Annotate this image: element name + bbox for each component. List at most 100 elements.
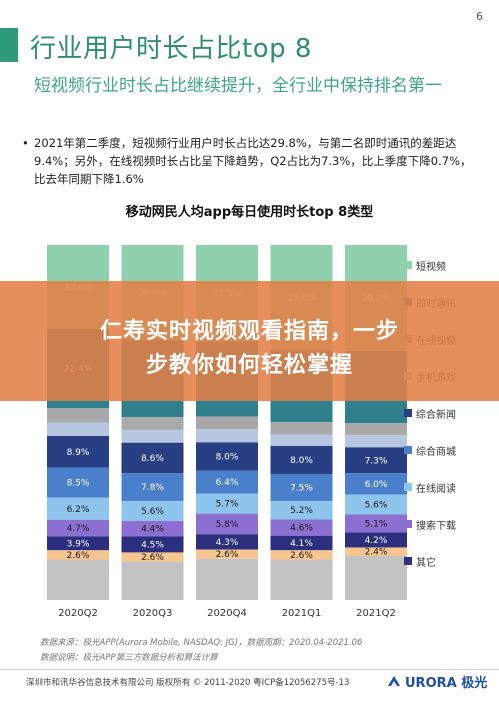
data-label-2021Q2-s5: 6.0% [365,480,388,490]
bullet-paragraph: 2021年第二季度，短视频行业用户时长占比达29.8%，与第二名即时通讯的差距达… [22,134,474,188]
data-label-2020Q3-s6: 5.6% [141,507,164,517]
data-label-2021Q1-s9: 2.6% [290,551,313,561]
data-label-2021Q1-s6: 5.2% [290,506,313,516]
x-tick-label-2020Q3: 2020Q3 [133,608,173,619]
legend-label: 综合商城 [416,447,456,458]
bar-segment-2021Q1-s10 [270,559,333,600]
data-label-2020Q2-s4: 8.9% [67,448,90,458]
page-title: 行业用户时长占比top 8 [30,34,312,64]
bar-segment-2021Q2-s7 [345,514,407,533]
source-line-1: 数据来源：极光APP(Aurora Mobile, NASDAQ: JG)，数据… [40,638,363,648]
source-line-2: 数据说明：极光APP第三方数据分析和算法计算 [40,653,218,663]
bar-segment-2020Q4-s4 [196,442,258,471]
x-tick-label-2021Q2: 2021Q2 [356,608,396,619]
data-label-2021Q2-s4: 7.3% [365,456,388,466]
x-tick-label-2020Q4: 2020Q4 [207,608,247,619]
data-label-2021Q2-s6: 5.6% [365,501,388,511]
bar-segment-2020Q3-s10 [121,561,184,600]
x-tick-label-2020Q2: 2020Q2 [58,608,98,619]
overlay-banner: 仁寿实时视频观看指南，一步 步教你如何轻松掌握 [0,281,499,401]
data-label-2020Q2-s6: 6.2% [67,505,90,515]
data-label-2021Q2-s7: 5.1% [365,519,388,529]
legend-label: 搜索下载 [416,521,456,532]
data-label-2020Q4-s7: 5.8% [216,520,239,530]
bar-segment-2020Q2-s6 [47,497,109,520]
data-source-note: 数据来源：极光APP(Aurora Mobile, NASDAQ: JG)，数据… [40,636,460,666]
data-label-2020Q2-s8: 3.9% [67,539,90,549]
data-label-2021Q2-s9: 2.4% [365,548,388,558]
data-label-2021Q1-s5: 7.5% [290,484,313,494]
bar-segment-2020Q2-s8 [47,536,109,551]
bar-segment-2020Q2-s5 [47,467,109,498]
bar-segment-2020Q3-s5 [121,473,184,501]
bar-segment-2020Q4-s2 [196,416,258,430]
bar-segment-2020Q4-s8 [196,534,258,550]
aurora-mark-icon [388,676,400,686]
bar-segment-2020Q3-s9 [121,552,184,562]
footer-divider [0,669,499,670]
data-label-2020Q2-s9: 2.6% [67,551,90,561]
chart-title: 移动网民人均app每日使用时长top 8类型 [125,205,374,220]
legend-swatch [404,446,412,454]
page-subtitle: 短视频行业时长占比继续提升，全行业中保持排名第一 [34,76,442,96]
bar-segment-2020Q4-s6 [196,493,258,514]
bar-segment-2020Q2-s2 [47,408,109,423]
bar-segment-2020Q2-s4 [47,435,109,468]
bar-segment-2020Q2-s9 [47,550,109,560]
legend-swatch [404,409,412,417]
bar-segment-2020Q4-s5 [196,470,258,494]
legend-swatch [404,483,412,491]
bar-segment-2020Q3-s4 [121,442,184,474]
bar-segment-2020Q2-s3 [47,422,109,436]
data-label-2021Q1-s4: 8.0% [290,456,313,466]
data-label-2020Q3-s4: 8.6% [141,454,164,464]
data-label-2021Q2-s8: 4.2% [365,536,388,546]
footer-copyright: 深圳市和讯华谷信息技术有限公司 版权所有 © 2011-2020 粤ICP备12… [26,678,350,688]
bar-segment-2020Q2-s7 [47,519,109,537]
bar-segment-2020Q3-s6 [121,500,184,521]
bar-segment-2021Q1-s6 [270,500,333,520]
bar-segment-2021Q1-s4 [270,445,333,475]
data-label-2020Q2-s7: 4.7% [67,524,90,534]
bar-segment-2021Q1-s8 [270,535,333,551]
bar-segment-2021Q2-s8 [345,532,407,548]
bar-segment-2020Q4-s7 [196,513,258,535]
aurora-logo: URORA 极光 [387,672,487,691]
bar-segment-2020Q4-s10 [196,558,258,600]
bar-segment-2021Q2-s10 [345,555,407,600]
bar-segment-2021Q1-s5 [270,474,333,501]
bar-segment-2021Q1-s2 [270,422,333,435]
bar-segment-2021Q1-s9 [270,550,333,560]
data-label-2020Q4-s6: 5.7% [216,500,239,510]
bar-segment-2020Q3-s2 [121,417,184,430]
legend-swatch [404,261,412,269]
data-label-2020Q3-s9: 2.6% [141,553,164,563]
legend-swatch [404,520,412,528]
data-label-2021Q1-s8: 4.1% [290,539,313,549]
bar-segment-2020Q2-s10 [47,559,109,600]
data-label-2020Q3-s5: 7.8% [141,483,164,493]
bar-segment-2021Q2-s3 [345,435,407,448]
bar-segment-2021Q2-s9 [345,547,407,556]
data-label-2020Q3-s7: 4.4% [141,525,164,535]
data-label-2020Q4-s5: 6.4% [216,478,239,488]
bar-segment-2020Q3-s8 [121,536,184,553]
bar-segment-2021Q2-s6 [345,494,407,515]
data-label-2020Q2-s5: 8.5% [67,479,90,489]
legend-label: 短视频 [416,262,446,273]
bar-segment-2021Q1-s3 [270,434,333,446]
banner-line-1: 仁寿实时视频观看指南，一步 [99,319,399,344]
data-label-2020Q4-s4: 8.0% [216,453,239,463]
data-label-2021Q1-s7: 4.6% [290,524,313,534]
legend-swatch [404,557,412,565]
x-tick-label-2021Q1: 2021Q1 [282,608,322,619]
bar-segment-2020Q4-s3 [196,429,258,443]
data-label-2020Q3-s8: 4.5% [141,540,164,550]
legend-label: 综合新闻 [416,410,456,421]
bar-segment-2021Q1-s7 [270,519,333,536]
bar-segment-2020Q3-s7 [121,520,184,537]
banner-line-2: 步教你如何轻松掌握 [145,353,353,378]
legend-label: 其它 [416,558,436,569]
bar-segment-2021Q2-s5 [345,473,407,495]
data-label-2020Q4-s8: 4.3% [216,538,239,548]
